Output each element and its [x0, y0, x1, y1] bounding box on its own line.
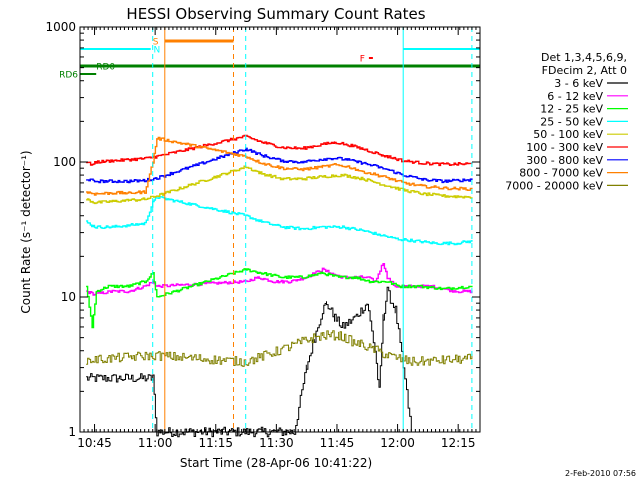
plot-frame — [79, 26, 481, 433]
series-line-7 — [86, 147, 473, 184]
x-tick-label-1: 11:00 — [138, 436, 173, 450]
legend: Det 1,3,4,5,6,9,FDecim 2, Att 03 - 6 keV… — [505, 51, 628, 192]
legend-label-5: 50 - 100 keV — [533, 128, 603, 141]
flag-bar-f-2 — [368, 57, 373, 59]
legend-label-3: 12 - 25 keV — [540, 103, 603, 116]
flag-label-s-3: S — [153, 38, 159, 48]
flag-bar-n-5 — [403, 48, 480, 50]
x-axis-label: Start Time (28-Apr-06 10:41:22) — [180, 456, 372, 470]
series-line-9 — [86, 330, 473, 367]
flag-bar-s-3 — [164, 39, 234, 43]
series-line-6 — [86, 134, 473, 167]
chart-title: HESSI Observing Summary Count Rates — [126, 5, 425, 23]
y-tick-label-0: 1 — [68, 425, 76, 439]
series-line-1 — [86, 286, 412, 438]
series-line-2 — [86, 263, 473, 296]
legend-label-8: 800 - 7000 keV — [519, 167, 603, 180]
flag-bar-n-4 — [80, 48, 151, 50]
series-line-8 — [86, 136, 473, 196]
x-tick-label-0: 10:45 — [77, 436, 112, 450]
axes-layer: 10:45 11:00 11:15 11:30 11:45 12:00 12:15 1 10 10… — [45, 20, 481, 450]
series-layer — [86, 134, 473, 438]
x-tick-label-4: 11:45 — [320, 436, 355, 450]
flag-label-rd0-0: RD0 — [96, 63, 115, 73]
flag-label-f-2: F — [360, 55, 365, 65]
flag-layer: RD0 RD6 F SN — [59, 38, 480, 81]
y-tick-label-3: 1000 — [45, 20, 76, 34]
y-tick-label-1: 10 — [61, 290, 76, 304]
x-tick-label-6: 12:15 — [441, 436, 476, 450]
series-line-4 — [86, 196, 473, 246]
legend-label-6: 100 - 300 keV — [526, 141, 603, 154]
flag-label-rd6-1: RD6 — [59, 71, 78, 81]
x-tick-label-2: 11:15 — [198, 436, 233, 450]
legend-label-1: 3 - 6 keV — [554, 77, 603, 90]
legend-header-1: FDecim 2, Att 0 — [542, 64, 627, 77]
series-line-3 — [86, 268, 473, 329]
y-tick-label-2: 100 — [53, 155, 76, 169]
x-tick-label-3: 11:30 — [259, 436, 294, 450]
legend-label-7: 300 - 800 keV — [526, 154, 603, 167]
footer-timestamp: 2-Feb-2010 07:56 — [565, 469, 636, 478]
series-line-5 — [86, 165, 473, 205]
legend-label-2: 6 - 12 keV — [547, 90, 603, 103]
flag-bar-rd0-0 — [80, 64, 480, 68]
flag-bar-rd6-1 — [80, 73, 97, 75]
legend-label-9: 7000 - 20000 keV — [505, 179, 603, 192]
legend-label-4: 25 - 50 keV — [540, 115, 603, 128]
flag-label-n-4: N — [154, 46, 161, 56]
y-axis-label: Count Rate (s⁻¹ detector⁻¹) — [19, 150, 33, 313]
legend-header-0: Det 1,3,4,5,6,9, — [541, 51, 627, 64]
x-tick-label-5: 12:00 — [380, 436, 415, 450]
marker-layer — [79, 27, 473, 432]
